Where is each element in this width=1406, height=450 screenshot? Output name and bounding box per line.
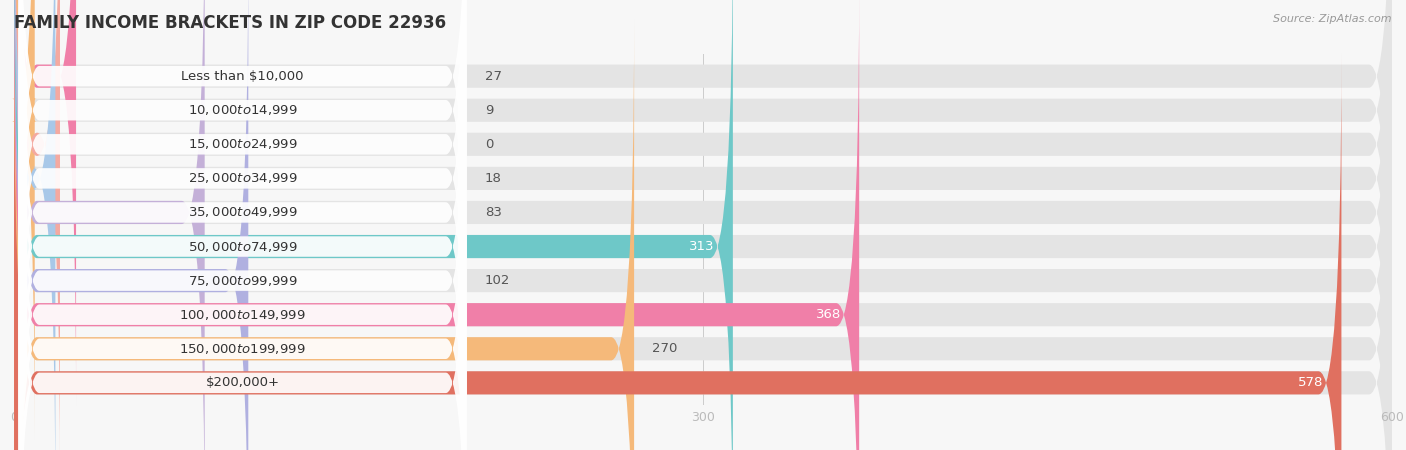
Text: 27: 27 <box>485 70 502 83</box>
FancyBboxPatch shape <box>14 0 859 450</box>
FancyBboxPatch shape <box>14 0 1392 450</box>
FancyBboxPatch shape <box>14 0 1392 405</box>
Text: 270: 270 <box>652 342 678 355</box>
FancyBboxPatch shape <box>18 18 467 450</box>
Text: 0: 0 <box>485 138 494 151</box>
Text: 9: 9 <box>485 104 494 117</box>
FancyBboxPatch shape <box>14 0 1392 439</box>
Text: 578: 578 <box>1298 376 1323 389</box>
FancyBboxPatch shape <box>11 0 37 439</box>
Text: 368: 368 <box>815 308 841 321</box>
Text: $15,000 to $24,999: $15,000 to $24,999 <box>188 137 298 151</box>
Text: $100,000 to $149,999: $100,000 to $149,999 <box>180 308 307 322</box>
FancyBboxPatch shape <box>14 0 60 450</box>
FancyBboxPatch shape <box>18 0 467 450</box>
Text: Less than $10,000: Less than $10,000 <box>181 70 304 83</box>
FancyBboxPatch shape <box>18 0 467 373</box>
Text: Source: ZipAtlas.com: Source: ZipAtlas.com <box>1274 14 1392 23</box>
FancyBboxPatch shape <box>14 0 1392 450</box>
FancyBboxPatch shape <box>18 0 467 407</box>
FancyBboxPatch shape <box>18 0 467 450</box>
FancyBboxPatch shape <box>14 0 1392 450</box>
Text: $75,000 to $99,999: $75,000 to $99,999 <box>188 274 298 288</box>
FancyBboxPatch shape <box>14 20 1392 450</box>
FancyBboxPatch shape <box>14 0 1392 450</box>
FancyBboxPatch shape <box>14 54 1392 450</box>
FancyBboxPatch shape <box>18 0 467 450</box>
FancyBboxPatch shape <box>18 86 467 450</box>
Text: 102: 102 <box>485 274 510 287</box>
FancyBboxPatch shape <box>14 54 1341 450</box>
Text: $35,000 to $49,999: $35,000 to $49,999 <box>188 206 298 220</box>
FancyBboxPatch shape <box>18 52 467 450</box>
Text: $25,000 to $34,999: $25,000 to $34,999 <box>188 171 298 185</box>
Text: 83: 83 <box>485 206 502 219</box>
FancyBboxPatch shape <box>14 0 76 405</box>
Text: $150,000 to $199,999: $150,000 to $199,999 <box>180 342 307 356</box>
FancyBboxPatch shape <box>14 0 1392 450</box>
FancyBboxPatch shape <box>14 0 249 450</box>
FancyBboxPatch shape <box>14 0 1392 450</box>
FancyBboxPatch shape <box>18 0 467 450</box>
FancyBboxPatch shape <box>14 0 55 450</box>
FancyBboxPatch shape <box>14 0 205 450</box>
Text: $50,000 to $74,999: $50,000 to $74,999 <box>188 239 298 253</box>
Text: $200,000+: $200,000+ <box>205 376 280 389</box>
FancyBboxPatch shape <box>18 0 467 441</box>
FancyBboxPatch shape <box>14 20 634 450</box>
Text: 18: 18 <box>485 172 502 185</box>
FancyBboxPatch shape <box>14 0 733 450</box>
Text: FAMILY INCOME BRACKETS IN ZIP CODE 22936: FAMILY INCOME BRACKETS IN ZIP CODE 22936 <box>14 14 446 32</box>
Text: $10,000 to $14,999: $10,000 to $14,999 <box>188 103 298 117</box>
Text: 313: 313 <box>689 240 714 253</box>
